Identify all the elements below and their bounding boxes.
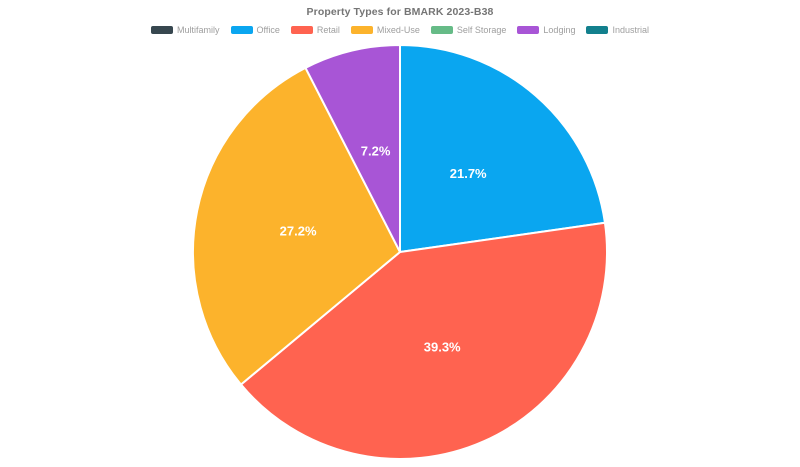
pie-slice-mixed-use[interactable] <box>192 66 401 386</box>
legend-item-label: Lodging <box>543 25 576 35</box>
legend-swatch <box>230 26 253 34</box>
legend-item-label: Office <box>256 25 280 35</box>
legend-item-industrial[interactable]: Industrial <box>586 25 649 35</box>
legend-swatch <box>430 26 453 34</box>
pie-label-retail: 39.3% <box>424 340 461 355</box>
legend-swatch <box>517 26 540 34</box>
chart-title: Property Types for BMARK 2023-B38 <box>306 6 494 18</box>
legend-item-label: Mixed-Use <box>376 25 420 35</box>
legend-swatch <box>350 26 373 34</box>
legend-item-label: Retail <box>316 25 340 35</box>
pie-slice-office[interactable] <box>399 44 606 253</box>
pie-label-lodging: 7.2% <box>361 143 391 158</box>
legend-item-self-storage[interactable]: Self Storage <box>430 25 507 35</box>
legend-item-mixed-use[interactable]: Mixed-Use <box>350 25 420 35</box>
pie-slice-retail[interactable] <box>239 221 608 460</box>
legend-item-lodging[interactable]: Lodging <box>517 25 575 35</box>
legend-item-label: Multifamily <box>177 25 220 35</box>
legend-item-office[interactable]: Office <box>230 25 280 35</box>
legend-swatch <box>151 26 173 34</box>
legend: Multifamily Office Retail Mixed-Use Self… <box>0 25 800 35</box>
legend-item-retail[interactable]: Retail <box>290 25 340 35</box>
pie-label-mixed-use: 27.2% <box>280 224 317 239</box>
legend-item-label: Self Storage <box>456 25 507 35</box>
legend-item-multifamily[interactable]: Multifamily <box>151 25 220 35</box>
pie-slice-lodging[interactable] <box>304 44 401 253</box>
legend-swatch <box>290 26 313 34</box>
legend-swatch <box>586 26 609 34</box>
pie-label-office: 21.7% <box>450 166 487 181</box>
legend-item-label: Industrial <box>612 25 649 35</box>
